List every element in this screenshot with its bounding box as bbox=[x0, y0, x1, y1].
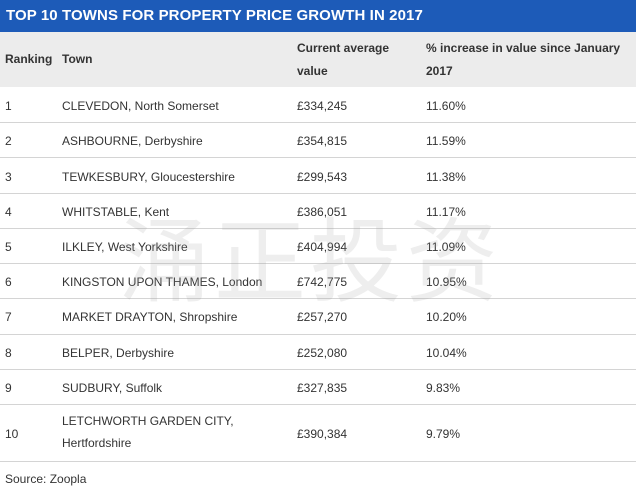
value-cell: £404,994 bbox=[297, 240, 348, 254]
rank-cell: 8 bbox=[5, 346, 12, 360]
header-town: Town bbox=[62, 52, 93, 66]
rank-cell: 10 bbox=[5, 427, 19, 441]
rank-cell: 5 bbox=[5, 240, 12, 254]
town-cell: LETCHWORTH GARDEN CITY, Hertfordshire bbox=[62, 410, 292, 454]
table-title: TOP 10 TOWNS FOR PROPERTY PRICE GROWTH I… bbox=[0, 0, 636, 32]
table-row: 9 SUDBURY, Suffolk £327,835 9.83% bbox=[0, 370, 636, 405]
value-cell: £334,245 bbox=[297, 99, 348, 113]
rank-cell: 6 bbox=[5, 275, 12, 289]
rank-cell: 4 bbox=[5, 205, 12, 219]
percent-cell: 9.83% bbox=[426, 381, 461, 395]
table-row: 5 ILKLEY, West Yorkshire £404,994 11.09% bbox=[0, 229, 636, 264]
percent-cell: 11.60% bbox=[426, 99, 466, 113]
table-row: 4 WHITSTABLE, Kent £386,051 11.17% bbox=[0, 194, 636, 229]
value-cell: £390,384 bbox=[297, 427, 348, 441]
value-cell: £252,080 bbox=[297, 346, 348, 360]
header-percent-increase: % increase in value since January 2017 bbox=[426, 37, 631, 83]
value-cell: £354,815 bbox=[297, 134, 348, 148]
town-cell-line2: Hertfordshire bbox=[62, 436, 132, 450]
table-row: 2 ASHBOURNE, Derbyshire £354,815 11.59% bbox=[0, 123, 636, 158]
header-percent-line2: 2017 bbox=[426, 64, 453, 78]
value-cell: £299,543 bbox=[297, 170, 348, 184]
rank-cell: 2 bbox=[5, 134, 12, 148]
percent-cell: 9.79% bbox=[426, 427, 461, 441]
percent-cell: 11.59% bbox=[426, 134, 466, 148]
town-cell: SUDBURY, Suffolk bbox=[62, 381, 163, 395]
table-row: 7 MARKET DRAYTON, Shropshire £257,270 10… bbox=[0, 299, 636, 335]
town-cell: TEWKESBURY, Gloucestershire bbox=[62, 170, 235, 184]
table-row: 3 TEWKESBURY, Gloucestershire £299,543 1… bbox=[0, 158, 636, 194]
header-current-value-line1: Current average bbox=[297, 41, 390, 55]
percent-cell: 10.95% bbox=[426, 275, 467, 289]
value-cell: £742,775 bbox=[297, 275, 348, 289]
town-cell: MARKET DRAYTON, Shropshire bbox=[62, 310, 238, 324]
percent-cell: 10.20% bbox=[426, 310, 467, 324]
source-note: Source: Zoopla bbox=[5, 472, 87, 486]
table-row: 10 LETCHWORTH GARDEN CITY, Hertfordshire… bbox=[0, 405, 636, 462]
table-row: 6 KINGSTON UPON THAMES, London £742,775 … bbox=[0, 264, 636, 299]
header-current-value: Current average value bbox=[297, 37, 417, 83]
town-cell: ILKLEY, West Yorkshire bbox=[62, 240, 188, 254]
rank-cell: 3 bbox=[5, 170, 12, 184]
town-cell: KINGSTON UPON THAMES, London bbox=[62, 275, 263, 289]
header-current-value-line2: value bbox=[297, 64, 328, 78]
table-header: Ranking Town Current average value % inc… bbox=[0, 32, 636, 87]
header-ranking: Ranking bbox=[5, 52, 53, 66]
value-cell: £257,270 bbox=[297, 310, 348, 324]
percent-cell: 11.38% bbox=[426, 170, 466, 184]
town-cell: ASHBOURNE, Derbyshire bbox=[62, 134, 203, 148]
value-cell: £327,835 bbox=[297, 381, 348, 395]
percent-cell: 10.04% bbox=[426, 346, 467, 360]
rank-cell: 7 bbox=[5, 310, 12, 324]
town-cell: WHITSTABLE, Kent bbox=[62, 205, 170, 219]
town-cell: CLEVEDON, North Somerset bbox=[62, 99, 219, 113]
rank-cell: 9 bbox=[5, 381, 12, 395]
town-cell: BELPER, Derbyshire bbox=[62, 346, 175, 360]
rank-cell: 1 bbox=[5, 99, 12, 113]
value-cell: £386,051 bbox=[297, 205, 348, 219]
table-row: 8 BELPER, Derbyshire £252,080 10.04% bbox=[0, 335, 636, 370]
town-cell-line1: LETCHWORTH GARDEN CITY, bbox=[62, 414, 234, 428]
percent-cell: 11.09% bbox=[426, 240, 466, 254]
percent-cell: 11.17% bbox=[426, 205, 466, 219]
header-percent-line1: % increase in value since January bbox=[426, 41, 621, 55]
table-row: 1 CLEVEDON, North Somerset £334,245 11.6… bbox=[0, 87, 636, 123]
